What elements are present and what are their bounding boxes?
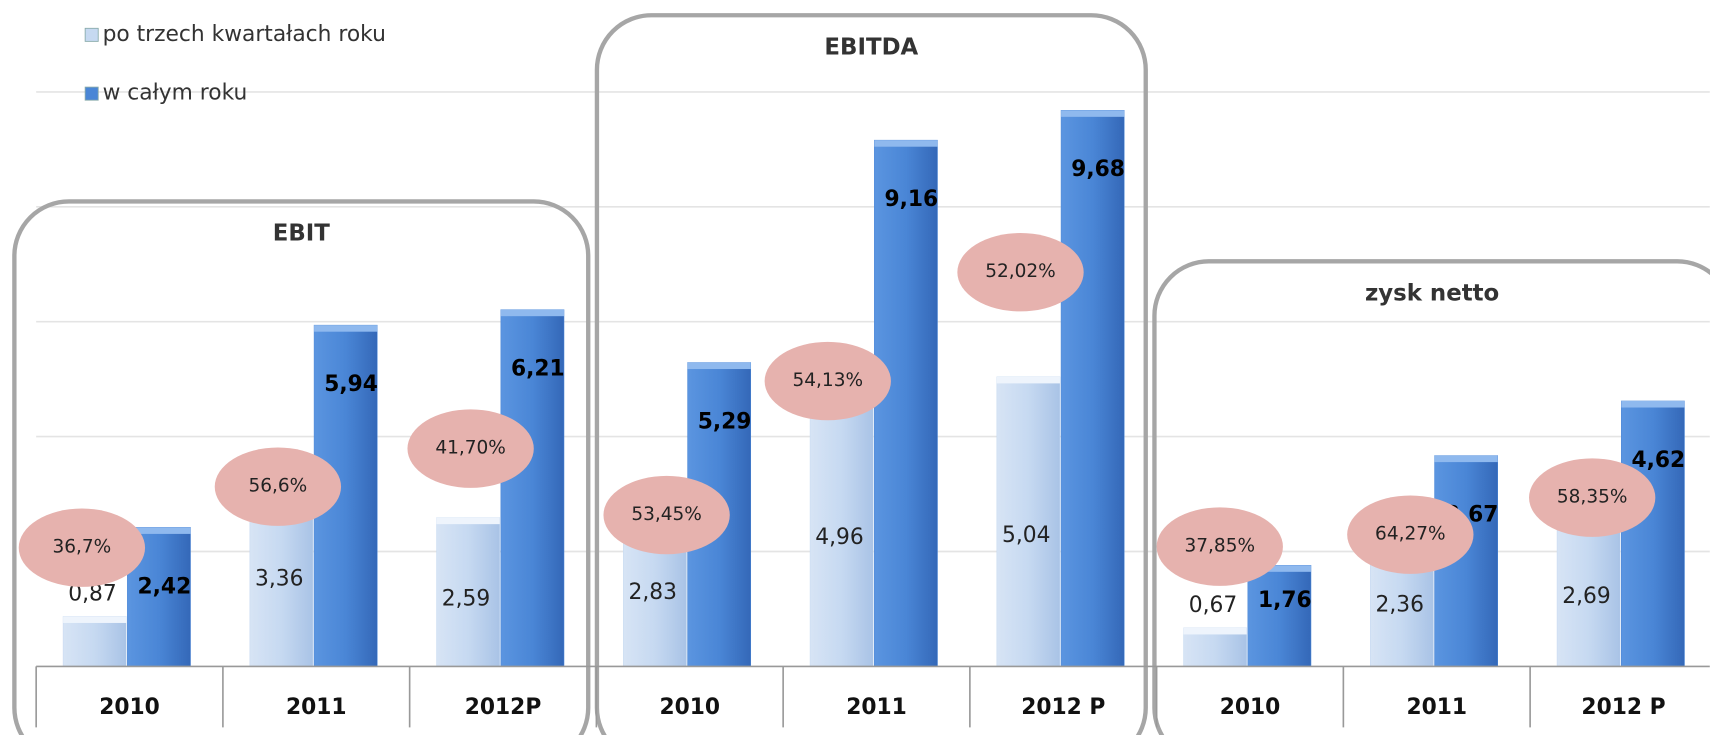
annotation: 64,27% bbox=[1375, 524, 1446, 545]
x-tick-label: 2011 bbox=[846, 695, 907, 720]
annotation-bubble bbox=[407, 409, 534, 488]
annotation: 56,6% bbox=[248, 476, 307, 497]
annotation-bubble bbox=[1347, 495, 1474, 574]
annotation: 58,35% bbox=[1557, 487, 1628, 508]
bar bbox=[1621, 400, 1685, 667]
x-tick-label: 2010 bbox=[99, 695, 160, 720]
bar bbox=[996, 376, 1061, 667]
x-tick-label: 2012P bbox=[465, 695, 542, 720]
category-table: 2010 2011 2012P 2010 2011 2012 P 2010 2011 2012 … bbox=[35, 665, 1710, 728]
value-label: 2,36 bbox=[1375, 592, 1423, 617]
bar-cap bbox=[687, 362, 751, 370]
legend-label: po trzech kwartałach roku bbox=[103, 22, 386, 47]
legend-label: w całym roku bbox=[103, 81, 248, 106]
legend: po trzech kwartałach roku w całym roku bbox=[84, 22, 386, 106]
annotation: 54,13% bbox=[793, 370, 864, 391]
bar-cap bbox=[63, 616, 127, 623]
annotation: 36,7% bbox=[52, 537, 111, 558]
value-label: 6,21 bbox=[511, 357, 565, 382]
bar-cap bbox=[500, 309, 564, 317]
bar-cap bbox=[1061, 110, 1125, 117]
annotation: 53,45% bbox=[631, 504, 702, 525]
bar bbox=[62, 616, 127, 667]
annotation: 41,70% bbox=[435, 438, 506, 459]
bar-cap bbox=[1434, 455, 1498, 463]
bar-cap bbox=[874, 140, 938, 147]
value-label: 2,83 bbox=[629, 580, 677, 605]
bar bbox=[1556, 511, 1621, 667]
annotation: 52,02% bbox=[985, 261, 1056, 282]
bar bbox=[809, 381, 874, 667]
value-label: 2,69 bbox=[1562, 584, 1610, 609]
group-label: EBITDA bbox=[824, 34, 918, 60]
value-label: 4,96 bbox=[815, 525, 863, 550]
group-box bbox=[12, 199, 591, 735]
annotation: 37,85% bbox=[1185, 536, 1256, 557]
group-label: zysk netto bbox=[1365, 280, 1499, 306]
group-label: EBIT bbox=[273, 221, 331, 247]
group-boxes: EBIT EBITDA zysk netto bbox=[12, 13, 1710, 735]
value-label: 3,36 bbox=[255, 567, 303, 592]
group-box bbox=[1152, 259, 1710, 735]
bar-cap bbox=[436, 517, 500, 525]
value-label: 2,42 bbox=[138, 574, 192, 599]
bar bbox=[874, 139, 938, 667]
value-label: 0,67 bbox=[1189, 593, 1237, 618]
bar-cap bbox=[996, 376, 1060, 384]
x-tick-label: 2011 bbox=[1406, 695, 1467, 720]
annotation-bubble bbox=[18, 508, 146, 587]
value-label: 5,29 bbox=[698, 409, 752, 434]
value-label: 1,76 bbox=[1258, 588, 1312, 613]
annotation-bubble bbox=[957, 233, 1084, 312]
legend-swatch bbox=[84, 86, 99, 101]
bar bbox=[1060, 110, 1125, 667]
bar-cap bbox=[127, 527, 191, 534]
value-label: 2,59 bbox=[442, 586, 490, 611]
x-tick-label: 2010 bbox=[659, 695, 720, 720]
bar bbox=[1247, 565, 1312, 667]
x-tick-label: 2010 bbox=[1220, 695, 1281, 720]
bar-cap bbox=[1247, 565, 1311, 572]
value-label: 4,62 bbox=[1631, 448, 1685, 473]
annotation-bubble bbox=[764, 341, 891, 421]
annotation-bubble bbox=[214, 447, 342, 526]
annotation-bubble bbox=[1156, 507, 1283, 586]
annotation-bubble bbox=[603, 475, 730, 555]
bar-cap bbox=[1621, 400, 1685, 408]
group-box bbox=[594, 13, 1148, 735]
legend-swatch bbox=[84, 27, 99, 42]
value-label: 9,16 bbox=[884, 187, 938, 212]
bar bbox=[436, 517, 501, 667]
marks: 0,87 2,4236,7%3,365,9456,6%2,596,2141,70%… bbox=[18, 110, 1685, 667]
annotation-bubble bbox=[1529, 458, 1656, 537]
value-label: 5,94 bbox=[324, 372, 378, 397]
bar-cap bbox=[314, 325, 378, 332]
x-tick-label: 2012 P bbox=[1581, 695, 1665, 720]
value-label: 5,04 bbox=[1002, 523, 1050, 548]
bar-cap bbox=[1183, 627, 1247, 635]
value-label: 9,68 bbox=[1071, 157, 1125, 182]
x-tick-label: 2012 P bbox=[1021, 695, 1105, 720]
x-tick-label: 2011 bbox=[286, 695, 347, 720]
